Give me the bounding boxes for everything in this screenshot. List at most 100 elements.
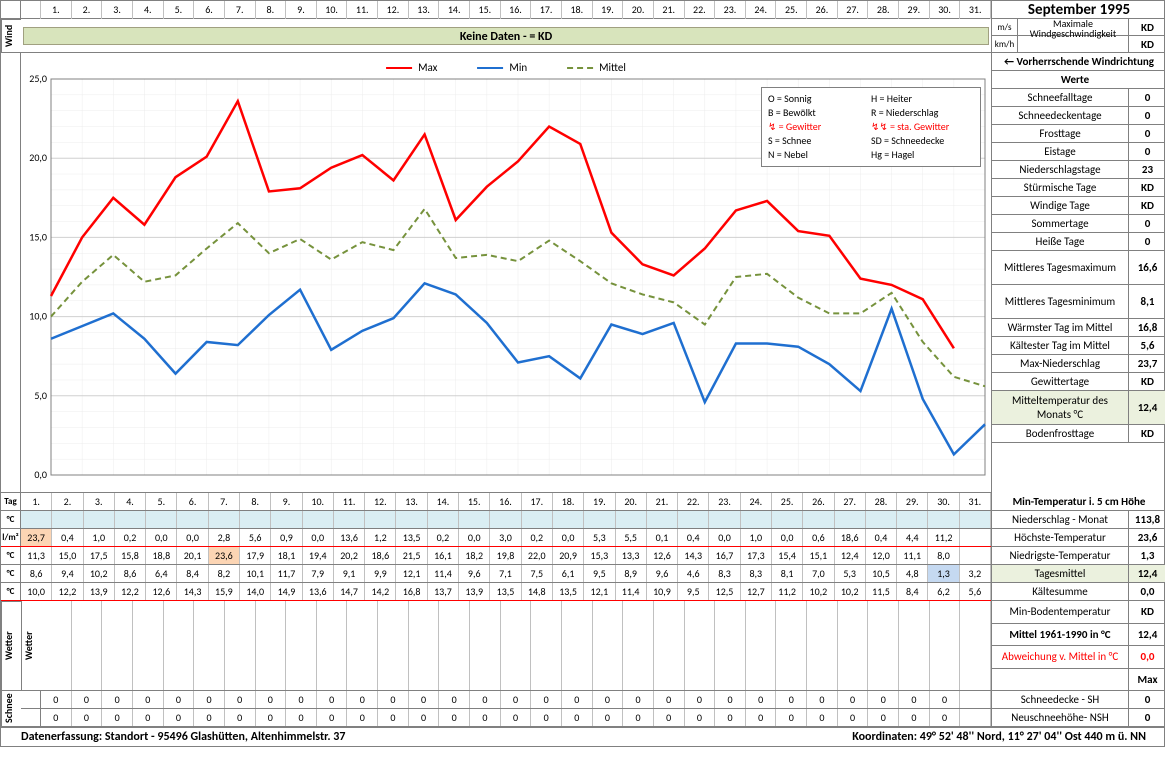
data-cell: 1.	[21, 493, 52, 510]
stat-row: Niederschlag - Monat 113,8	[992, 511, 1165, 529]
werte-label: Werte	[992, 71, 1165, 88]
data-cell: 0	[409, 709, 440, 726]
wind-vlabel: Wind	[1, 19, 21, 53]
chart-legend: MaxMinMittel	[386, 61, 626, 74]
day-col: 26.	[807, 1, 838, 19]
day-col: 7.	[225, 1, 256, 19]
day-col: 19.	[593, 1, 624, 19]
temperature-chart: 0,05,010,015,020,025,0MaxMinMittelO = So…	[21, 53, 991, 493]
day-col: 16.	[501, 1, 532, 19]
data-cell: 1,2	[365, 529, 396, 546]
data-cell: 17,3	[741, 547, 772, 564]
footer-left: Datenerfassung: Standort - 95496 Glashüt…	[21, 730, 345, 744]
stat-row: Heiße Tage0	[992, 233, 1165, 251]
data-cell: 0	[347, 709, 378, 726]
data-cell: 10,9	[647, 583, 678, 600]
data-cell: 0	[562, 709, 593, 726]
data-cell	[960, 547, 991, 564]
stat-row: Kältester Tag im Mittel5,6	[992, 337, 1165, 355]
data-cell: 17,5	[84, 547, 115, 564]
stat-row: Max	[992, 669, 1165, 692]
schnee-row: 000000000000000000000000000000	[21, 709, 991, 727]
day-col: 15.	[470, 1, 501, 19]
day-col: 23.	[715, 1, 746, 19]
data-cell: 0	[409, 691, 440, 708]
data-cell: 11,5	[866, 583, 897, 600]
data-cell: 0,0	[553, 529, 584, 546]
data-cell: 11,2	[928, 529, 959, 546]
data-cell	[803, 511, 834, 528]
data-cell: 18,6	[835, 529, 866, 546]
data-cell	[365, 511, 396, 528]
footer-right: Koordinaten: 49° 52' 48'' Nord, 11° 27' …	[852, 730, 1146, 744]
data-cell: 0	[225, 691, 256, 708]
data-cell: 9,5	[678, 583, 709, 600]
data-cell: 19,4	[303, 547, 334, 564]
day-col: 29.	[899, 1, 930, 19]
data-cell: 18.	[553, 493, 584, 510]
data-cell: 0	[807, 691, 838, 708]
data-cell: 28.	[866, 493, 897, 510]
data-cell: 0	[531, 691, 562, 708]
data-cell: 8,0	[928, 547, 959, 564]
data-cell: 0,6	[803, 529, 834, 546]
data-cell: 0	[654, 709, 685, 726]
day-col: 18.	[562, 1, 593, 19]
day-header: 1.2.3.4.5.6.7.8.9.10.11.12.13.14.15.16.1…	[21, 1, 991, 19]
data-cell: 0	[41, 709, 72, 726]
day-col: 11.	[347, 1, 378, 19]
data-cell	[928, 511, 959, 528]
data-cell: 13,3	[616, 547, 647, 564]
data-cell	[678, 511, 709, 528]
data-cell: 14.	[428, 493, 459, 510]
data-cell: 0,0	[459, 529, 490, 546]
data-cell: 9,6	[647, 565, 678, 582]
data-cell: 15,1	[803, 547, 834, 564]
data-cell: 10.	[303, 493, 334, 510]
data-cell: 8,2	[209, 565, 240, 582]
data-cell: 7.	[209, 493, 240, 510]
data-cell: 8,4	[177, 565, 208, 582]
data-cell: 15,8	[115, 547, 146, 564]
data-cell: 6,4	[146, 565, 177, 582]
data-cell: 0	[164, 691, 195, 708]
data-cell: 8,6	[115, 565, 146, 582]
stat-row: Eistage0	[992, 143, 1165, 161]
data-cell: 23.	[709, 493, 740, 510]
data-cell	[960, 511, 991, 528]
stat-row: Frosttage0	[992, 125, 1165, 143]
data-cell: 2,8	[209, 529, 240, 546]
stat-row: Min-Temperatur i. 5 cm Höhe	[992, 493, 1165, 510]
symbol-legend: O = SonnigH = HeiterB = BewölktR = Niede…	[761, 87, 981, 167]
stat-row: Stürmische TageKD	[992, 179, 1165, 197]
data-cell: 0,4	[866, 529, 897, 546]
data-cell	[240, 511, 271, 528]
data-cell: 13,5	[553, 583, 584, 600]
data-cell: 27.	[835, 493, 866, 510]
data-cell: 0	[439, 691, 470, 708]
data-cell: 0	[746, 691, 777, 708]
data-cell: 9,6	[459, 565, 490, 582]
data-cell: 12.	[365, 493, 396, 510]
day-col: 2.	[72, 1, 103, 19]
day-col: 9.	[286, 1, 317, 19]
svg-text:20,0: 20,0	[29, 151, 47, 164]
data-cell	[428, 511, 459, 528]
data-cell: 5,3	[835, 565, 866, 582]
data-cell: 0	[256, 709, 287, 726]
data-cell: 12,1	[396, 565, 427, 582]
data-cell: 12,6	[146, 583, 177, 600]
data-cell: 0	[685, 691, 716, 708]
data-cell: 18,6	[365, 547, 396, 564]
data-cell: 0	[72, 709, 103, 726]
data-cell: 2.	[52, 493, 83, 510]
data-cell: 3,2	[960, 565, 991, 582]
data-cell: 0	[439, 709, 470, 726]
data-cell: 14,8	[522, 583, 553, 600]
day-col: 25.	[776, 1, 807, 19]
data-cell: 16,7	[709, 547, 740, 564]
data-cell: 0,0	[772, 529, 803, 546]
data-row: °C11,315,017,515,818,820,123,617,918,119…	[1, 547, 991, 565]
data-cell	[490, 511, 521, 528]
day-col: 6.	[194, 1, 225, 19]
